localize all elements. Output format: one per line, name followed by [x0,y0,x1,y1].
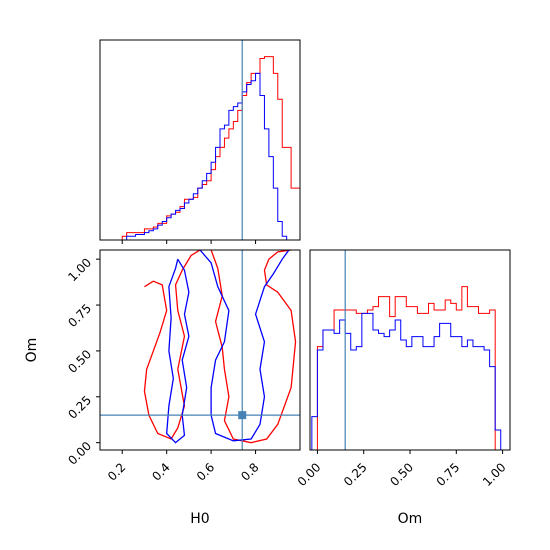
h0-marginal-panel [117,40,300,240]
ytick-label: 0.00 [65,439,94,468]
ytick-label: 1.00 [65,255,94,284]
h0-om-contour-frame [99,249,301,451]
om-marginal-ticks: 0.00 0.25 0.50 0.75 1.00 [295,450,509,489]
om-histogram-red [311,286,501,450]
xtick-label: 0.25 [341,460,370,489]
xlabel-om: Om [398,511,423,527]
xtick-label: 0.8 [238,460,261,483]
truth-marker [238,411,247,420]
xlabel-h0: H0 [190,511,209,527]
h0-marginal-ticks [121,240,257,244]
h0-om-contour-panel [100,250,300,450]
contour-blue-0 [165,258,190,444]
xtick-label: 0.6 [194,460,217,483]
xtick-label: 0.4 [149,460,172,483]
h0-histogram-red [117,56,300,240]
xtick-label: 0.75 [434,460,463,489]
xtick-label: 0.00 [295,460,324,489]
contour-red-0 [143,250,201,440]
xtick-label: 0.2 [105,460,128,483]
ylabel-om: Om [24,338,40,363]
h0-histogram-blue [117,72,300,240]
om-histogram-blue [311,312,502,450]
ytick-label: 0.75 [65,301,94,330]
om-marginal-panel [311,250,502,450]
contour-red-1 [210,250,297,444]
h0-marginal-frame [99,39,301,241]
xtick-label: 0.50 [387,460,416,489]
xtick-label: 1.00 [480,460,509,489]
ytick-label: 0.50 [65,347,94,376]
ytick-label: 0.25 [65,393,94,422]
om-marginal-frame [309,249,511,451]
